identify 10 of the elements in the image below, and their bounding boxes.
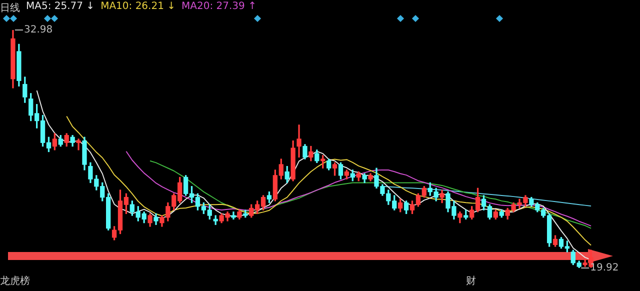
text: 19.92 (590, 262, 619, 274)
annotation: 32.98 (24, 24, 53, 36)
text: 龙虎榜 (0, 274, 30, 288)
candlestick (296, 124, 302, 158)
text: 日线 (0, 2, 20, 15)
text: MA5: 25.77 ↓ (26, 1, 95, 14)
text: 财 (466, 274, 476, 288)
candlestick (76, 138, 81, 150)
text: MA10: 26.21 ↓ (100, 1, 176, 14)
text: MA20: 27.39 ↑ (182, 1, 256, 14)
